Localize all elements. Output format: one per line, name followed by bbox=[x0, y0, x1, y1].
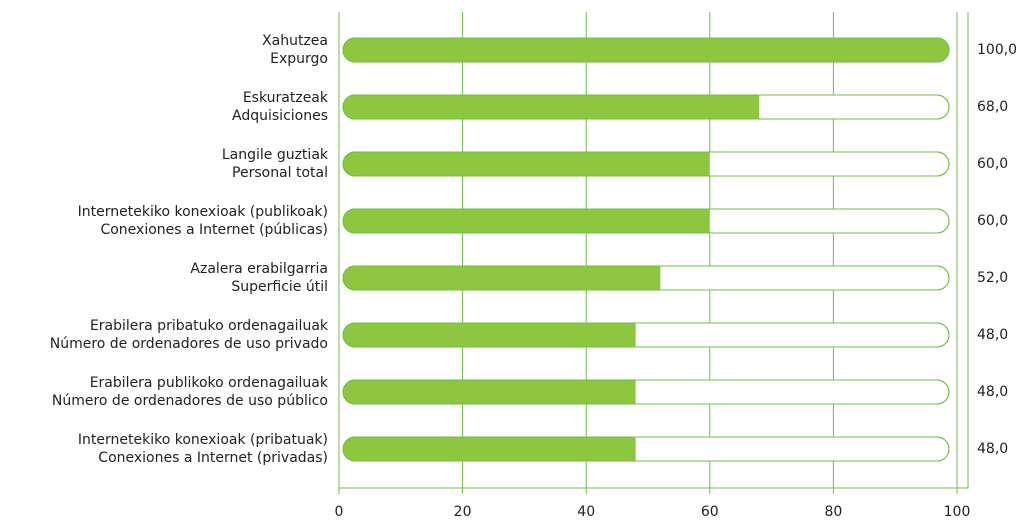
category-sublabel: Número de ordenadores de uso privado bbox=[50, 336, 328, 352]
value-label: 48,0 bbox=[977, 441, 1008, 457]
category-label: Eskuratzeak bbox=[243, 90, 329, 106]
bar-outline bbox=[342, 265, 950, 291]
bar bbox=[343, 95, 760, 119]
category-label: Langile guztiak bbox=[222, 147, 329, 163]
category-sublabel: Expurgo bbox=[270, 51, 328, 67]
category-label: Internetekiko konexioak (pribatuak) bbox=[78, 432, 328, 448]
category-sublabel: Número de ordenadores de uso público bbox=[52, 393, 328, 409]
category-sublabel: Superficie útil bbox=[231, 279, 328, 295]
category-label: Xahutzea bbox=[262, 33, 328, 49]
x-tick-label: 40 bbox=[577, 504, 595, 520]
value-label: 100,0 bbox=[977, 42, 1017, 58]
bar-outline bbox=[342, 208, 950, 234]
bar bbox=[343, 38, 949, 62]
bar-outline bbox=[342, 436, 950, 462]
value-label: 48,0 bbox=[977, 327, 1008, 343]
category-label: Erabilera publikoko ordenagailuak bbox=[90, 375, 329, 391]
bar-outline bbox=[342, 94, 950, 120]
value-label: 52,0 bbox=[977, 270, 1008, 286]
value-label: 60,0 bbox=[977, 213, 1008, 229]
bar bbox=[343, 152, 710, 176]
bar bbox=[343, 209, 710, 233]
bar-outline bbox=[342, 37, 950, 63]
bar-outline bbox=[342, 151, 950, 177]
category-sublabel: Conexiones a Internet (privadas) bbox=[98, 450, 328, 466]
value-label: 48,0 bbox=[977, 384, 1008, 400]
category-sublabel: Conexiones a Internet (públicas) bbox=[100, 222, 328, 238]
bar-outline bbox=[342, 379, 950, 405]
value-label: 68,0 bbox=[977, 99, 1008, 115]
category-sublabel: Adquisiciones bbox=[232, 108, 328, 124]
bar bbox=[343, 266, 661, 290]
category-sublabel: Personal total bbox=[232, 165, 328, 181]
x-tick-label: 100 bbox=[944, 504, 971, 520]
x-tick-label: 80 bbox=[824, 504, 842, 520]
x-tick-label: 60 bbox=[701, 504, 719, 520]
category-label: Erabilera pribatuko ordenagailuak bbox=[90, 318, 329, 334]
bar-outline bbox=[342, 322, 950, 348]
x-tick-label: 0 bbox=[335, 504, 344, 520]
value-label: 60,0 bbox=[977, 156, 1008, 172]
bar bbox=[343, 323, 636, 347]
bar bbox=[343, 380, 636, 404]
category-label: Internetekiko konexioak (publikoak) bbox=[78, 204, 328, 220]
category-label: Azalera erabilgarria bbox=[190, 261, 328, 277]
bar bbox=[343, 437, 636, 461]
x-tick-label: 20 bbox=[454, 504, 472, 520]
